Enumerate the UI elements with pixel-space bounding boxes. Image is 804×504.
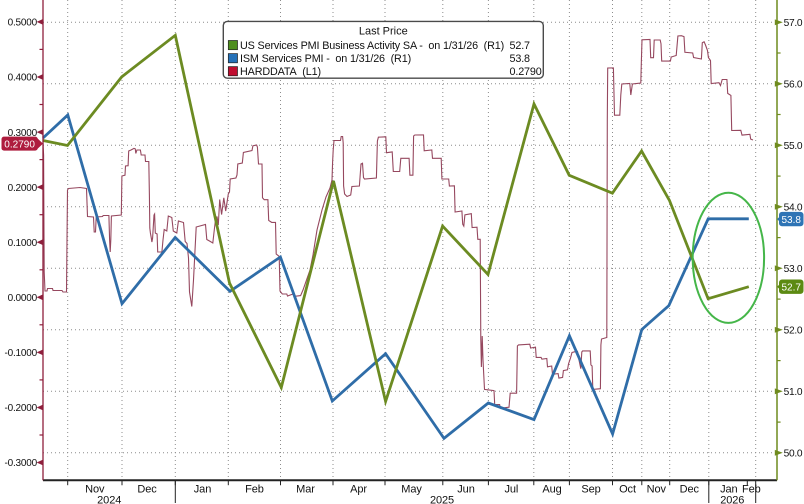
svg-text:Feb: Feb [245,484,264,496]
svg-text:May: May [401,484,422,496]
svg-text:0.2000: 0.2000 [8,183,38,194]
svg-text:Jul: Jul [505,484,519,496]
svg-text:Jan: Jan [194,484,211,496]
svg-text:53.0: 53.0 [784,264,803,275]
svg-text:52.0: 52.0 [784,326,803,337]
svg-text:Apr: Apr [350,484,367,496]
svg-text:0.4000: 0.4000 [8,73,38,84]
svg-text:Mar: Mar [296,484,315,496]
svg-text:0.2790: 0.2790 [4,140,35,151]
svg-text:ISM Services PMI - on 1/31/26: ISM Services PMI - on 1/31/26 (R1) [240,53,411,65]
svg-text:-0.3000: -0.3000 [4,458,37,469]
svg-text:55.0: 55.0 [784,141,803,152]
svg-text:Feb: Feb [742,484,761,496]
svg-text:-0.2000: -0.2000 [4,403,37,414]
svg-text:Nov: Nov [647,484,667,496]
svg-text:0.5000: 0.5000 [8,18,38,29]
svg-text:Oct: Oct [619,484,636,496]
svg-text:HARDDATA (L1): HARDDATA (L1) [240,66,321,78]
svg-text:Jan: Jan [720,484,737,496]
svg-text:52.7: 52.7 [510,40,531,52]
svg-text:Last Price: Last Price [359,26,408,38]
svg-text:56.0: 56.0 [784,80,803,91]
svg-text:57.0: 57.0 [784,18,803,29]
svg-text:0.3000: 0.3000 [8,128,38,139]
svg-text:0.1000: 0.1000 [8,238,38,249]
svg-text:0.2790: 0.2790 [510,66,542,78]
svg-text:0.0000: 0.0000 [8,293,38,304]
svg-text:Nov: Nov [85,484,105,496]
svg-text:53.8: 53.8 [510,53,531,65]
svg-text:52.7: 52.7 [781,283,801,294]
svg-text:-0.1000: -0.1000 [4,348,37,359]
svg-text:51.0: 51.0 [784,387,803,398]
svg-text:Sep: Sep [581,484,600,496]
svg-text:54.0: 54.0 [784,203,803,214]
svg-text:50.0: 50.0 [784,449,803,460]
svg-text:Aug: Aug [542,484,561,496]
svg-text:US Services PMI Business Activ: US Services PMI Business Activity SA - o… [240,40,504,52]
svg-text:2025: 2025 [430,495,454,504]
svg-text:2024: 2024 [97,495,121,504]
svg-text:Dec: Dec [680,484,700,496]
svg-text:53.8: 53.8 [781,215,801,226]
svg-text:Jun: Jun [457,484,474,496]
svg-text:Dec: Dec [137,484,157,496]
svg-text:2026: 2026 [720,495,744,504]
